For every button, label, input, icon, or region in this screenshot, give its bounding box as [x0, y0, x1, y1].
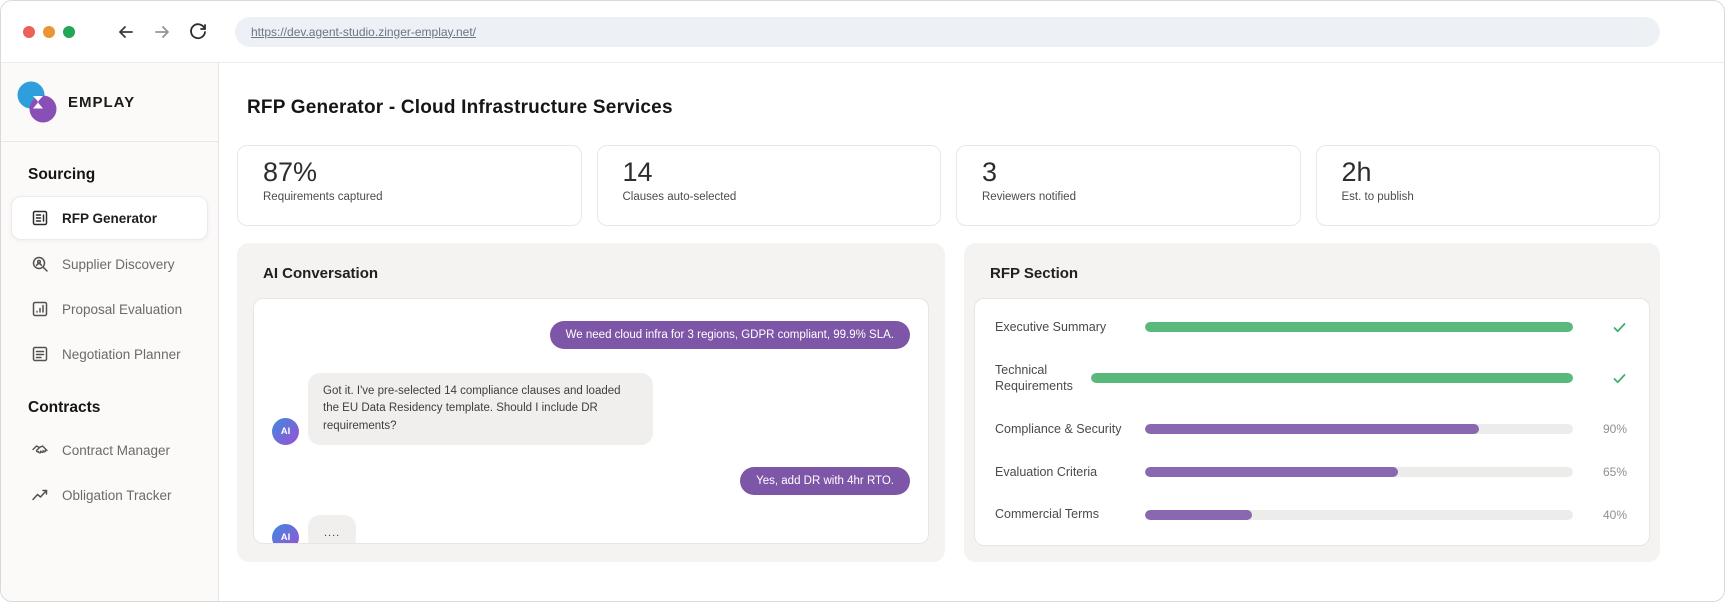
sidebar-item-supplier-discovery[interactable]: Supplier Discovery — [11, 243, 208, 285]
progress-fill — [1145, 509, 1252, 520]
zoom-window-button[interactable] — [63, 25, 75, 38]
rfp-progress-card: Executive Summary Technical Requirements — [974, 298, 1650, 546]
stat-card-publish-estimate: 2h Est. to publish — [1315, 145, 1660, 226]
stat-value: 14 — [622, 157, 653, 187]
check-icon — [1593, 320, 1627, 335]
chat-message-ai-typing: AI .... — [272, 514, 910, 543]
progress-percent: 40% — [1602, 507, 1627, 522]
main-content: RFP Generator - Cloud Infrastructure Ser… — [219, 63, 1724, 601]
progress-track — [1145, 322, 1573, 333]
sidebar-item-obligation-tracker[interactable]: Obligation Tracker — [11, 474, 208, 516]
stat-value: 2h — [1341, 157, 1372, 187]
stat-value: 3 — [982, 157, 998, 187]
rfp-row-label: Technical Requirements — [995, 362, 1073, 394]
rfp-section-title: RFP Section — [990, 265, 1079, 282]
chat-bubble-user: Yes, add DR with 4hr RTO. — [740, 466, 910, 495]
typing-indicator: .... — [308, 514, 357, 543]
chat-message-ai: AI Got it. I've pre-selected 14 complian… — [272, 373, 910, 445]
sidebar-item-label: Obligation Tracker — [62, 487, 172, 503]
url-text: https://dev.agent-studio.zinger-emplay.n… — [251, 24, 477, 39]
browser-toolbar: https://dev.agent-studio.zinger-emplay.n… — [1, 1, 1724, 63]
ai-avatar: AI — [272, 417, 299, 445]
ai-conversation-title: AI Conversation — [263, 265, 379, 282]
emplay-logo-icon — [17, 81, 57, 123]
progress-fill — [1145, 467, 1398, 477]
sidebar-section-contracts: Contracts — [28, 399, 101, 416]
brand-name: EMPLAY — [68, 93, 136, 111]
brand-logo: EMPLAY — [1, 73, 218, 137]
minimize-window-button[interactable] — [43, 25, 55, 38]
progress-track — [1145, 467, 1573, 477]
rfp-row-commercial-terms: Commercial Terms 40% — [995, 506, 1627, 523]
stat-value: 87% — [263, 157, 318, 187]
sidebar-divider — [1, 141, 218, 142]
sidebar-item-label: Proposal Evaluation — [62, 301, 183, 317]
chat-message-user: We need cloud infra for 3 regions, GDPR … — [272, 321, 910, 349]
forward-icon[interactable] — [151, 21, 173, 43]
ai-avatar: AI — [272, 523, 299, 543]
document-list-icon — [32, 210, 48, 226]
rfp-section-panel: RFP Section Executive Summary Technical … — [964, 243, 1660, 562]
handshake-icon — [32, 445, 48, 454]
progress-fill — [1145, 322, 1573, 333]
sidebar-item-rfp-generator[interactable]: RFP Generator — [11, 196, 208, 240]
rfp-row-executive-summary: Executive Summary — [995, 319, 1627, 336]
url-bar[interactable]: https://dev.agent-studio.zinger-emplay.n… — [235, 16, 1660, 47]
stat-label: Requirements captured — [263, 191, 383, 203]
progress-fill — [1145, 424, 1479, 435]
stat-card-reviewers: 3 Reviewers notified — [956, 145, 1301, 226]
sidebar-section-sourcing: Sourcing — [28, 166, 96, 183]
rfp-row-compliance-security: Compliance & Security 90% — [995, 421, 1627, 438]
document-lines-icon — [32, 346, 48, 362]
progress-fill — [1091, 373, 1573, 384]
rfp-row-label: Executive Summary — [995, 320, 1107, 334]
check-icon — [1593, 371, 1627, 386]
stat-card-clauses: 14 Clauses auto-selected — [596, 145, 941, 226]
window-controls — [23, 25, 75, 38]
stat-label: Clauses auto-selected — [622, 191, 737, 203]
sidebar-item-label: Supplier Discovery — [62, 256, 175, 272]
progress-track — [1091, 373, 1573, 384]
sidebar-item-label: Negotiation Planner — [62, 346, 181, 362]
progress-percent: 90% — [1602, 422, 1627, 437]
chat-message-user: Yes, add DR with 4hr RTO. — [272, 466, 910, 495]
close-window-button[interactable] — [23, 25, 35, 38]
reload-icon[interactable] — [187, 21, 209, 43]
sidebar-item-label: RFP Generator — [62, 210, 158, 226]
ai-conversation-panel: AI Conversation We need cloud infra for … — [237, 243, 945, 562]
rfp-row-technical-requirements: Technical Requirements — [995, 362, 1627, 396]
chat-area: We need cloud infra for 3 regions, GDPR … — [253, 298, 929, 544]
trending-up-icon — [32, 489, 48, 501]
sidebar: EMPLAY Sourcing RFP Generator Supplier D… — [1, 63, 219, 601]
sidebar-item-contract-manager[interactable]: Contract Manager — [11, 429, 208, 471]
rfp-row-label: Commercial Terms — [995, 507, 1099, 522]
chat-bubble-user: We need cloud infra for 3 regions, GDPR … — [549, 321, 910, 349]
stat-label: Reviewers notified — [982, 191, 1076, 203]
chat-bubble-ai: Got it. I've pre-selected 14 compliance … — [308, 373, 653, 445]
stat-card-requirements: 87% Requirements captured — [237, 145, 582, 226]
rfp-row-label: Evaluation Criteria — [995, 464, 1098, 479]
rfp-row-evaluation-criteria: Evaluation Criteria 65% — [995, 464, 1627, 481]
rfp-row-label: Compliance & Security — [995, 422, 1122, 436]
progress-track — [1145, 424, 1573, 435]
sidebar-item-proposal-evaluation[interactable]: Proposal Evaluation — [11, 288, 208, 330]
progress-track — [1145, 509, 1573, 520]
progress-percent: 65% — [1602, 465, 1627, 479]
sidebar-item-negotiation-planner[interactable]: Negotiation Planner — [11, 333, 208, 375]
sidebar-item-label: Contract Manager — [62, 442, 171, 458]
back-icon[interactable] — [115, 21, 137, 43]
stats-row: 87% Requirements captured 14 Clauses aut… — [237, 145, 1660, 226]
stat-label: Est. to publish — [1341, 191, 1414, 203]
search-user-icon — [32, 256, 48, 272]
page-title: RFP Generator - Cloud Infrastructure Ser… — [247, 97, 673, 118]
bar-chart-icon — [32, 301, 48, 317]
